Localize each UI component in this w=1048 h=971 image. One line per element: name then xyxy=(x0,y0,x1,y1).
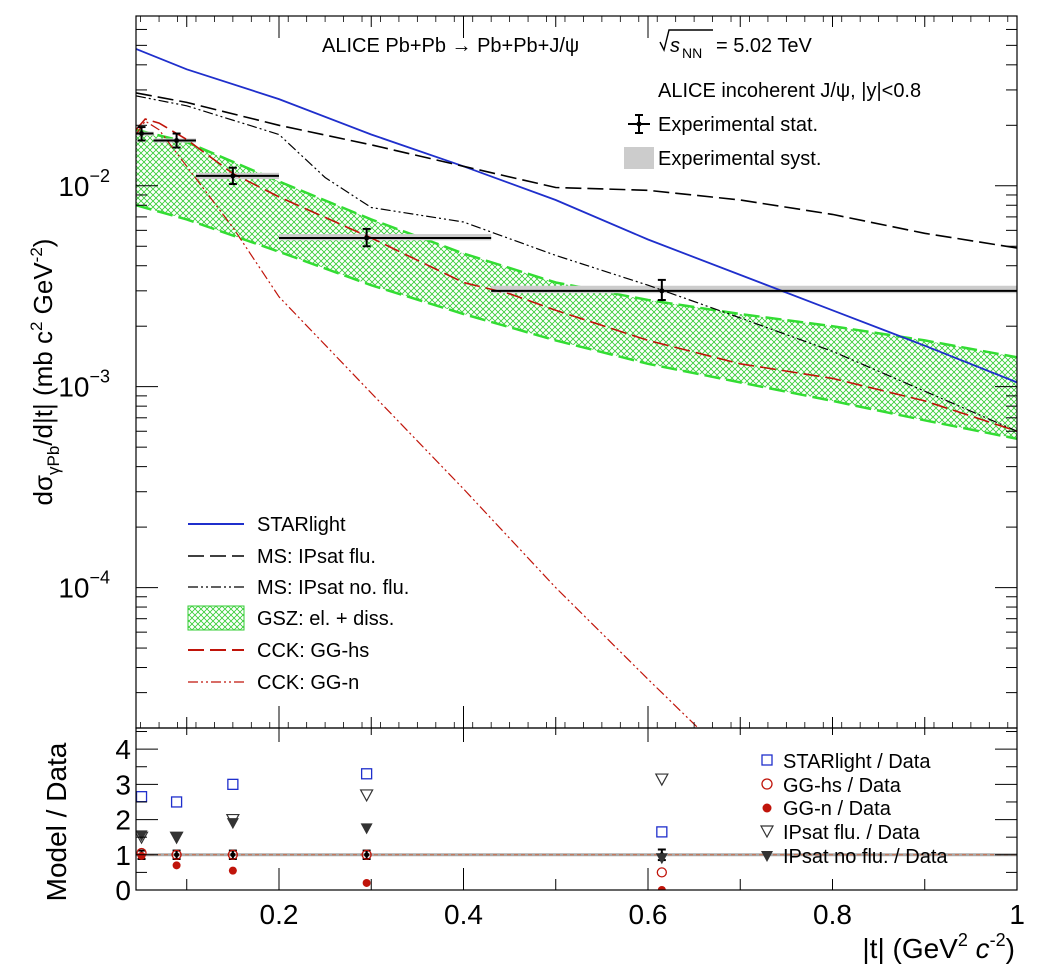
starlight-data-marker xyxy=(170,796,183,808)
lower-frame xyxy=(135,727,1018,891)
data-point-1 xyxy=(174,138,180,144)
legend-ms-ipsat-flu: MS: IPsat flu. xyxy=(257,546,376,568)
legend-syst-label: Experimental syst. xyxy=(658,148,821,170)
gg-n-data-marker xyxy=(228,866,237,875)
ratio-markers xyxy=(136,768,669,890)
x-axis-label: |t| (GeV2 c-2) xyxy=(862,930,1015,964)
gg-n-data-marker xyxy=(362,878,371,887)
lower-ytick-label-1: 1 xyxy=(115,840,131,871)
lower-ytick-label-4: 4 xyxy=(115,734,131,765)
ipsat-no-flu-data-marker xyxy=(170,832,183,844)
lower-y-axis-label: Model / Data xyxy=(41,742,72,901)
ratio-data-1 xyxy=(174,852,180,858)
gg-n-data-marker xyxy=(172,861,181,870)
gg-n-data-marker xyxy=(137,851,146,860)
legend-ratio-starlight: STARlight / Data xyxy=(783,751,931,773)
model-legend: STARlight MS: IPsat flu. MS: IPsat no. f… xyxy=(187,514,409,694)
data-legend-title: ALICE incoherent J/ψ, |y|<0.8 xyxy=(658,80,921,102)
starlight-data-marker xyxy=(227,778,239,790)
ipsat-no-flu-data-marker xyxy=(226,818,239,830)
gg-hs-data-marker xyxy=(361,849,372,860)
data-point-3 xyxy=(364,235,370,241)
lower-ytick-label-2: 2 xyxy=(115,805,131,836)
gg-n-data-marker xyxy=(657,886,666,890)
energy-annotation: s NN = 5.02 TeV xyxy=(659,29,812,61)
starlight-data-marker xyxy=(656,826,668,838)
gsz-band-upper xyxy=(136,128,1017,359)
legend-gsz: GSZ: el. + diss. xyxy=(257,608,394,630)
legend-cck-ggn: CCK: GG-n xyxy=(257,672,359,694)
ipsat-flu-data-marker xyxy=(359,789,374,803)
lower-ytick-label-0: 0 xyxy=(115,875,131,906)
gg-hs-data-marker xyxy=(171,849,182,860)
energy-symbol: s xyxy=(670,35,680,57)
xtick-label-0: 0.2 xyxy=(260,899,299,930)
syst-box-4 xyxy=(491,285,1017,294)
legend-ratio-gghs: GG-hs / Data xyxy=(783,775,902,797)
upper-ytick-label-2: 10−4 xyxy=(58,568,110,604)
legend-syst-entry: Experimental syst. xyxy=(624,147,821,170)
energy-value: = 5.02 TeV xyxy=(716,35,812,57)
data-point-0 xyxy=(139,131,145,137)
legend-ms-ipsat-noflu: MS: IPsat no. flu. xyxy=(257,577,409,599)
gg-hs-data-marker xyxy=(656,867,667,878)
xtick-label-1: 0.4 xyxy=(444,899,483,930)
data-point-4 xyxy=(659,288,665,294)
ratio-data-2 xyxy=(230,852,236,858)
xtick-label-4: 1 xyxy=(1009,899,1025,930)
gsz-band-fill xyxy=(136,129,1017,439)
curve-starlight xyxy=(136,48,1017,384)
upper-y-axis-label: dσγPb/d|t| (mb c2 GeV-2) xyxy=(27,239,63,506)
data-point-2 xyxy=(230,173,236,179)
upper-axes: 10−2 10−3 10−4 xyxy=(58,15,1018,729)
gg-hs-data-marker xyxy=(227,849,239,860)
legend-ratio-ggn: GG-n / Data xyxy=(783,798,892,820)
legend-stat-label: Experimental stat. xyxy=(658,114,818,136)
upper-ytick-label-1: 10−3 xyxy=(58,367,110,403)
upper-ytick-label-0: 10−2 xyxy=(58,166,110,202)
legend-cck-gghs: CCK: GG-hs xyxy=(257,640,369,662)
xtick-label-3: 0.8 xyxy=(813,899,852,930)
chart-title: ALICE Pb+Pb → Pb+Pb+J/ψ xyxy=(322,35,579,57)
svg-text:dσγPb/d|t| (mb c2 GeV-2): dσγPb/d|t| (mb c2 GeV-2) xyxy=(27,239,63,506)
ipsat-no-flu-data-marker xyxy=(655,853,668,865)
curve-ms-ipsat-flu- xyxy=(136,92,1017,249)
curve-cck-gg-n xyxy=(136,120,699,728)
legend-stat-entry: Experimental stat. xyxy=(628,114,818,136)
lower-axes: 0 1 2 3 4 0.2 0.4 0.6 0.8 1 xyxy=(115,727,1025,930)
legend-starlight: STARlight xyxy=(257,514,346,536)
ipsat-flu-data-marker xyxy=(654,773,669,787)
energy-subscript: NN xyxy=(682,45,702,61)
legend-ratio-ipsat-noflu: IPsat no flu. / Data xyxy=(783,846,948,868)
legend-ratio-ipsat-flu: IPsat flu. / Data xyxy=(783,822,921,844)
gsz-band xyxy=(136,128,1017,441)
starlight-data-marker xyxy=(360,768,373,780)
curve-ms-ipsat-no-flu- xyxy=(136,95,1017,432)
gsz-band-lower xyxy=(136,203,1017,441)
starlight-data-marker xyxy=(136,791,148,803)
ratio-legend: STARlight / Data GG-hs / Data GG-n / Dat… xyxy=(759,751,948,868)
lower-ytick-label-3: 3 xyxy=(115,769,131,800)
xtick-label-2: 0.6 xyxy=(629,899,668,930)
ratio-data-3 xyxy=(364,852,370,858)
data-points xyxy=(136,126,1017,302)
ipsat-no-flu-data-marker xyxy=(136,830,148,842)
ipsat-no-flu-data-marker xyxy=(360,823,373,835)
model-curves xyxy=(136,48,1017,728)
